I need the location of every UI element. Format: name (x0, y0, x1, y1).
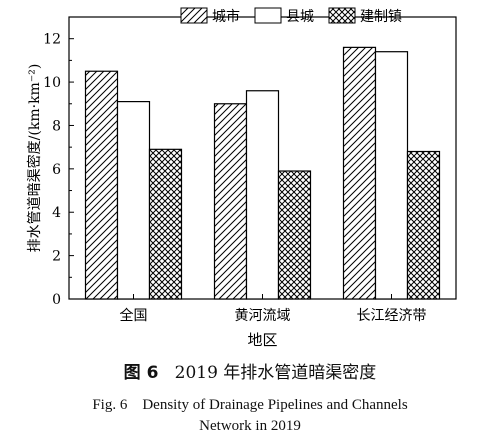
x-tick-label: 黄河流域 (235, 307, 291, 324)
figure-title-cn: 2019 年排水管道暗渠密度 (174, 363, 377, 383)
figure-caption-en: Fig. 6 Density of Drainage Pipelines and… (0, 395, 500, 437)
figure-caption-cn: 图 6 2019 年排水管道暗渠密度 (0, 358, 500, 383)
bar (116, 100, 151, 300)
figure-title-en-line1: Density of Drainage Pipelines and Channe… (142, 397, 408, 413)
bar (374, 51, 409, 300)
bar (342, 46, 377, 300)
y-axis-label: 排水管道暗渠密度/(km·km⁻²) (26, 64, 43, 253)
y-tick-label: 8 (52, 118, 61, 134)
y-tick-label: 2 (52, 249, 61, 265)
figure-title-en-line2: Network in 2019 (199, 418, 301, 434)
x-tick-label: 长江经济带 (357, 308, 427, 324)
bar (406, 150, 441, 300)
y-tick-label: 6 (52, 162, 61, 178)
legend-swatch (180, 7, 208, 24)
legend-swatch (254, 7, 282, 24)
bar (148, 148, 183, 300)
y-tick-label: 0 (52, 292, 61, 308)
bar (213, 103, 248, 300)
y-tick-label: 10 (43, 75, 61, 91)
legend-swatch (328, 7, 356, 24)
figure-label-cn: 图 6 (123, 363, 159, 383)
legend-label: 县城 (286, 9, 314, 25)
x-axis-label: 地区 (247, 331, 277, 349)
legend-label: 城市 (212, 8, 240, 25)
bar (84, 70, 119, 300)
figure-label-en: Fig. 6 (92, 397, 128, 413)
x-tick-label: 全国 (120, 307, 148, 324)
legend-label: 建制镇 (360, 9, 402, 25)
bar (277, 170, 312, 300)
bar (245, 90, 280, 300)
y-tick-label: 12 (43, 32, 61, 48)
y-tick-label: 4 (52, 205, 61, 221)
